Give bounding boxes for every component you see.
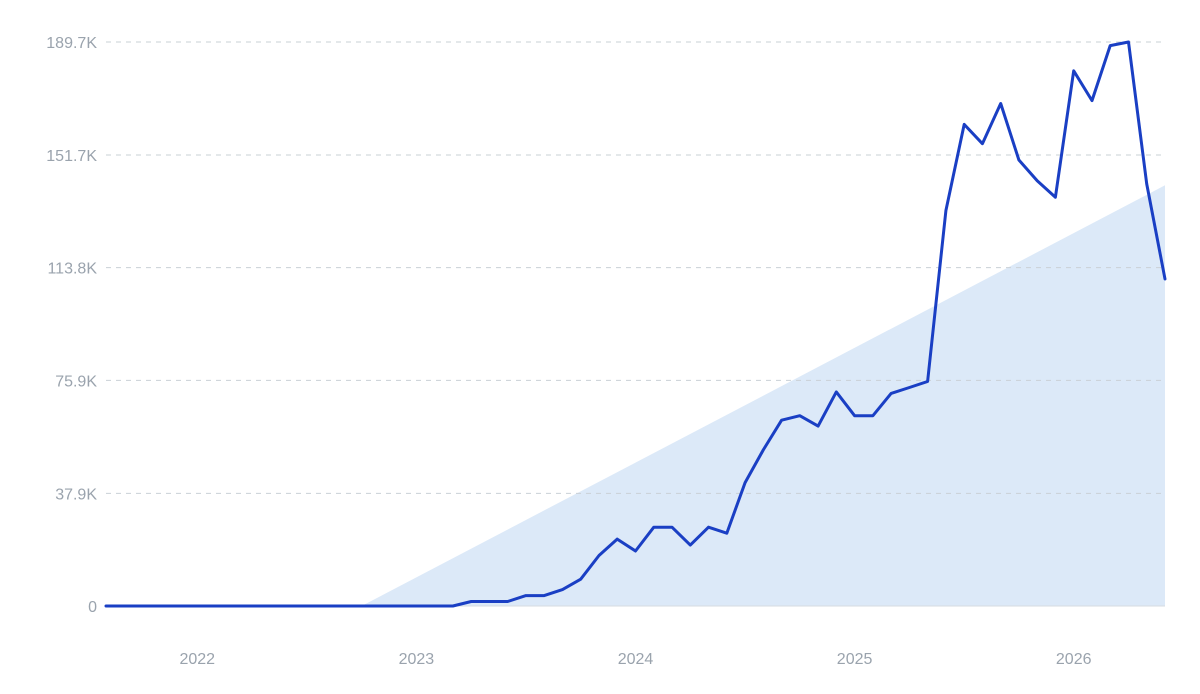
x-tick-label: 2025	[837, 651, 873, 668]
shaded-area	[361, 185, 1165, 606]
y-tick-label: 0	[88, 599, 97, 616]
x-tick-label: 2026	[1056, 651, 1092, 668]
y-tick-label: 37.9K	[55, 486, 97, 503]
y-tick-label: 189.7K	[46, 35, 97, 52]
x-tick-label: 2022	[179, 651, 215, 668]
y-tick-label: 113.8K	[47, 261, 97, 278]
x-tick-label: 2023	[399, 651, 435, 668]
x-tick-label: 2024	[618, 651, 654, 668]
series-line	[104, 40, 1167, 608]
y-tick-label: 75.9K	[55, 373, 97, 390]
y-tick-label: 151.7K	[46, 148, 97, 165]
